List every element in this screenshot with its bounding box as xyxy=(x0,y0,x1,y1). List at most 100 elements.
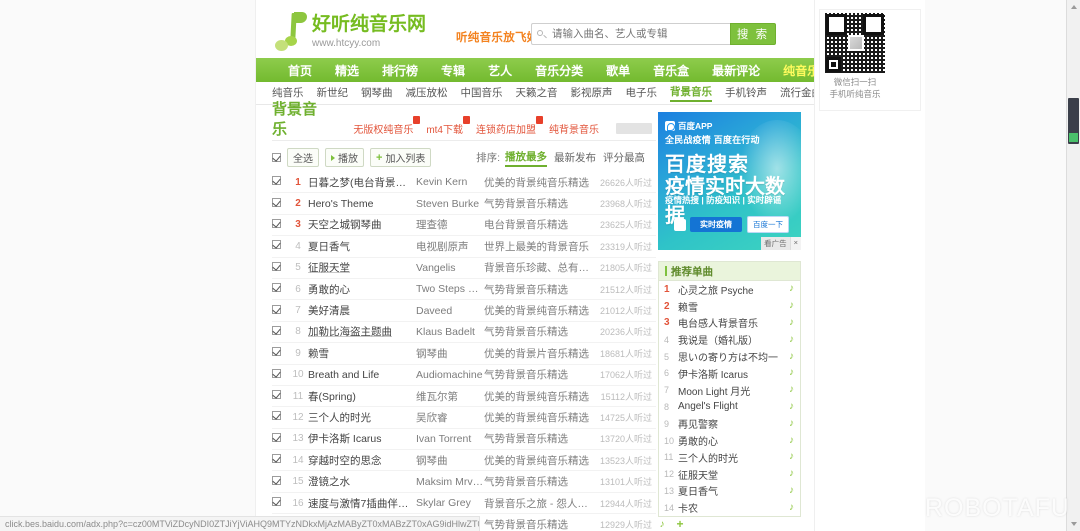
headphone-icon[interactable]: ♪ xyxy=(789,468,794,480)
row-checkbox[interactable] xyxy=(272,283,288,295)
table-row[interactable]: 12 三个人的时光 吴欣睿 优美的背景纯音乐精选 14725人听过 ♪ + xyxy=(272,407,684,429)
row-artist[interactable]: 钢琴曲 xyxy=(416,347,448,360)
row-checkbox[interactable] xyxy=(272,176,288,188)
close-icon[interactable]: × xyxy=(789,237,801,250)
row-artist[interactable]: Steven Burke xyxy=(416,197,480,210)
table-row[interactable]: 14 穿越时空的思念 钢琴曲 优美的背景纯音乐精选 13523人听过 ♪ + xyxy=(272,450,684,472)
subnav-item-piano[interactable]: 钢琴曲 xyxy=(361,87,393,99)
table-row[interactable]: 6 勇敢的心 Two Steps From 气势背景音乐精选 21512人听过 … xyxy=(272,279,684,301)
nav-item-comments[interactable]: 最新评论 xyxy=(712,63,761,78)
promo-link-pharmacy[interactable]: 连锁药店加盟 xyxy=(476,116,543,136)
row-album[interactable]: 气势背景音乐精选 xyxy=(484,198,568,211)
subnav-item-relax[interactable]: 减压放松 xyxy=(405,87,448,99)
list-item[interactable]: 2 赖雪 ♪ xyxy=(659,298,800,315)
list-item[interactable]: 7 Moon Light 月光 ♪ xyxy=(659,382,800,399)
row-artist[interactable]: Kevin Kern xyxy=(416,176,468,189)
table-row[interactable]: 4 夏日香气 电视剧原声 世界上最美的背景音乐 23319人听过 ♪ + xyxy=(272,236,684,258)
row-album[interactable]: 优美的背景纯音乐精选 xyxy=(484,390,589,403)
row-album[interactable]: 电台背景音乐精选 xyxy=(484,219,568,232)
row-title[interactable]: 三个人的时光 xyxy=(308,411,371,424)
item-title[interactable]: 勇敢的心 xyxy=(678,437,718,449)
subnav-item-new-age[interactable]: 新世纪 xyxy=(316,87,349,99)
headphone-icon[interactable]: ♪ xyxy=(789,484,794,496)
row-checkbox[interactable] xyxy=(272,497,288,509)
nav-item-artists[interactable]: 艺人 xyxy=(488,63,513,78)
row-title[interactable]: 征服天堂 xyxy=(308,262,350,275)
row-album[interactable]: 优美的背景纯音乐精选 xyxy=(484,454,589,467)
row-checkbox[interactable] xyxy=(272,432,288,445)
scroll-up-arrow-icon[interactable] xyxy=(1067,0,1080,14)
list-item[interactable]: 11 三个人的时光 ♪ xyxy=(659,449,800,466)
row-artist[interactable]: Skylar Grey xyxy=(416,497,471,510)
item-title[interactable]: 我说是（婚礼版） xyxy=(678,336,758,348)
wechat-qr-card[interactable]: 微信扫一扫 手机听纯音乐 xyxy=(820,10,920,110)
row-album[interactable]: 气势背景音乐精选 xyxy=(484,433,568,446)
subnav-item-celestial[interactable]: 天籁之音 xyxy=(515,87,558,99)
row-checkbox[interactable] xyxy=(272,261,288,274)
nav-item-home[interactable]: 首页 xyxy=(288,63,313,78)
row-album[interactable]: 气势背景音乐精选 xyxy=(484,369,568,382)
headphone-icon[interactable]: ♪ xyxy=(789,283,794,295)
nav-item-playlists[interactable]: 歌单 xyxy=(606,63,631,78)
item-title[interactable]: 赖雪 xyxy=(678,302,698,314)
row-artist[interactable]: 钢琴曲 xyxy=(416,454,448,467)
row-checkbox[interactable] xyxy=(272,390,288,402)
table-row[interactable]: 15 澄镜之水 Maksim Mrvica 气势背景音乐精选 13101人听过 … xyxy=(272,471,684,493)
row-artist[interactable]: Vangelis xyxy=(416,261,456,274)
list-item[interactable]: 9 再见警察 ♪ xyxy=(659,415,800,432)
row-title[interactable]: 勇敢的心 xyxy=(308,283,350,296)
headphone-icon[interactable]: ♪ xyxy=(789,451,794,463)
promo-placeholder-button[interactable] xyxy=(616,123,652,134)
item-title[interactable]: 征服天堂 xyxy=(678,470,718,482)
promo-link-pure-bgm[interactable]: 纯背景音乐 xyxy=(549,125,599,136)
table-row[interactable]: 16 速度与激情7插曲伴奏版 Skylar Grey 背景音乐之旅 - 怨人之声… xyxy=(272,493,684,515)
table-row[interactable]: 2 Hero's Theme Steven Burke 气势背景音乐精选 239… xyxy=(272,193,684,215)
headphone-icon[interactable]: ♪ xyxy=(789,434,794,446)
headphone-icon[interactable]: ♪ xyxy=(789,417,794,429)
table-row[interactable]: 7 美好清晨 Daveed 优美的背景纯音乐精选 21012人听过 ♪ + xyxy=(272,300,684,322)
add-to-list-button[interactable]: + 加入列表 xyxy=(370,148,432,167)
table-row[interactable]: 5 征服天堂 Vangelis 背景音乐珍藏、总有一天... 21805人听过 … xyxy=(272,258,684,279)
subnav-item-background[interactable]: 背景音乐 xyxy=(670,84,712,102)
site-logo[interactable]: 好听纯音乐网 www.htcyy.com xyxy=(274,12,426,52)
table-row[interactable]: 10 Breath and Life Audiomachine 气势背景音乐精选… xyxy=(272,365,684,386)
select-all-checkbox[interactable] xyxy=(272,153,281,162)
ad-cta-primary-button[interactable]: 实时疫情 xyxy=(690,217,742,232)
row-album[interactable]: 背景音乐之旅 - 怨人之声 xyxy=(484,497,594,510)
row-album[interactable]: 优美的背景片音乐精选 xyxy=(484,347,589,360)
row-artist[interactable]: 维瓦尔第 xyxy=(416,390,458,403)
row-album[interactable]: 背景音乐珍藏、总有一天... xyxy=(484,262,594,275)
subnav-item-ringtones[interactable]: 手机铃声 xyxy=(725,87,767,99)
row-checkbox[interactable] xyxy=(272,411,288,423)
table-row[interactable]: Brusspup 气势背景音乐精选 12929人听过 ♪ + xyxy=(272,514,684,531)
row-album[interactable]: 优美的背景纯音乐精选 xyxy=(484,176,589,189)
item-title[interactable]: 电台感人背景音乐 xyxy=(678,319,758,331)
headphone-icon[interactable]: ♪ xyxy=(789,333,794,345)
promo-link-copyright-free[interactable]: 无版权纯音乐 xyxy=(353,116,421,136)
list-item[interactable]: 13 夏日香气 ♪ xyxy=(659,483,800,500)
row-artist[interactable]: 吴欣睿 xyxy=(416,411,448,424)
list-item[interactable]: 8 Angel's Flight ♪ xyxy=(659,399,800,416)
table-row[interactable]: 13 伊卡洛斯 Icarus Ivan Torrent 气势背景音乐精选 137… xyxy=(272,429,684,451)
item-title[interactable]: 心灵之旅 Psyche xyxy=(678,285,754,297)
headphone-icon[interactable]: ♪ xyxy=(789,501,794,513)
row-title[interactable]: Hero's Theme xyxy=(308,197,374,210)
row-title[interactable]: 澄镜之水 xyxy=(308,476,350,489)
subnav-item-pure-music[interactable]: 纯音乐 xyxy=(272,87,304,99)
row-checkbox[interactable] xyxy=(272,475,288,488)
promo-link-mt4-download[interactable]: mt4下载 xyxy=(426,116,470,136)
item-title[interactable]: Moon Light 月光 xyxy=(678,386,751,398)
item-title[interactable]: 卡农 xyxy=(678,504,698,516)
ad-label[interactable]: 看广告 xyxy=(761,237,790,250)
row-album[interactable]: 气势背景音乐精选 xyxy=(484,518,568,531)
scrollbar-thumb[interactable] xyxy=(1068,98,1079,144)
row-checkbox[interactable] xyxy=(272,240,288,252)
row-artist[interactable]: Klaus Badelt xyxy=(416,325,475,338)
nav-item-featured[interactable]: 精选 xyxy=(335,63,360,78)
item-title[interactable]: 夏日香气 xyxy=(678,487,718,499)
row-checkbox[interactable] xyxy=(272,197,288,210)
item-title[interactable]: 再见警察 xyxy=(678,420,718,432)
table-row[interactable]: 9 赖雪 钢琴曲 优美的背景片音乐精选 18681人听过 ♪ + xyxy=(272,343,684,365)
subnav-item-soundtrack[interactable]: 影视原声 xyxy=(570,87,613,99)
scroll-down-arrow-icon[interactable] xyxy=(1067,517,1080,531)
